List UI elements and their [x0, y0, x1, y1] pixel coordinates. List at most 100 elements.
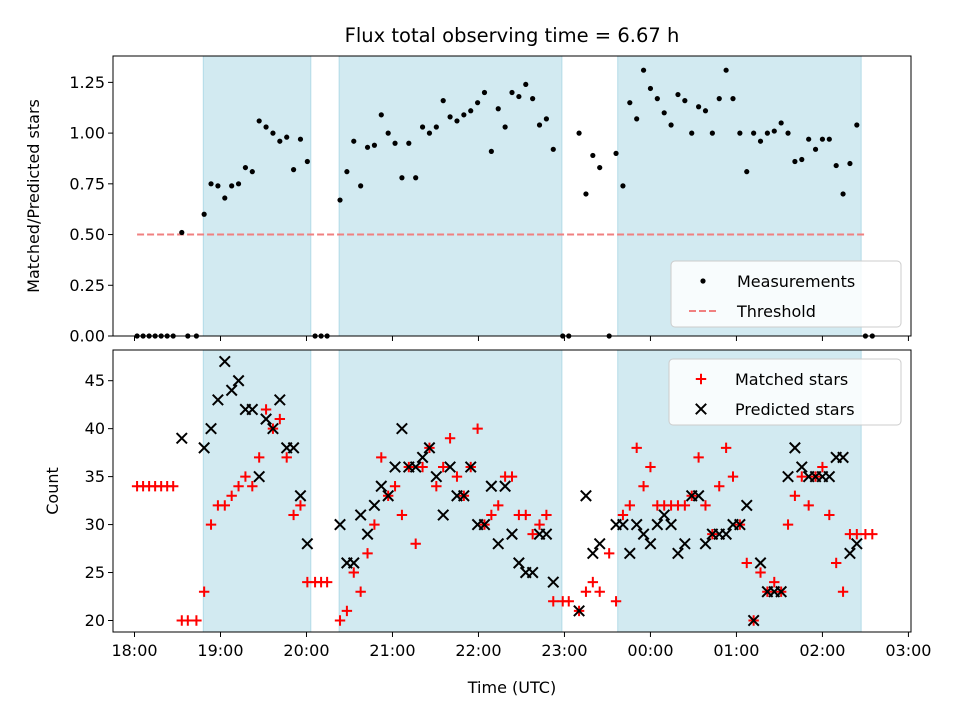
- measurements-point-18: [256, 118, 262, 124]
- measurements-point-64: [583, 191, 589, 197]
- predicted-stars-point-14: [287, 441, 300, 454]
- measurements-point-101: [840, 191, 846, 197]
- measurements-point-70: [627, 100, 633, 106]
- matched-stars-point-64: [580, 586, 592, 597]
- matched-stars-point-45: [444, 433, 456, 444]
- predicted-stars-point-4: [218, 355, 231, 368]
- measurements-point-87: [744, 169, 750, 175]
- x-tick-label-2: 20:00: [283, 641, 329, 660]
- measurements-point-21: [277, 138, 283, 144]
- predicted-stars-point-0: [175, 432, 188, 445]
- predicted-stars-point-26: [396, 422, 408, 435]
- matched-stars-point-91: [769, 576, 780, 588]
- measurements-point-89: [757, 138, 764, 144]
- measurements-point-103: [854, 122, 860, 128]
- measurements-point-48: [468, 108, 474, 114]
- measurements-point-46: [454, 118, 460, 124]
- predicted-stars-point-84: [823, 470, 836, 483]
- predicted-stars-point-2: [205, 422, 217, 435]
- measurements-point-83: [716, 96, 722, 102]
- measurements-point-63: [576, 130, 582, 136]
- predicted-stars-point-56: [630, 518, 643, 531]
- chart-title: Flux total observing time = 6.67 h: [345, 24, 680, 47]
- x-tick-label-0: 18:00: [111, 641, 157, 660]
- x-tick-label-7: 01:00: [713, 641, 759, 660]
- matched-stars-point-40: [410, 538, 421, 549]
- measurements-point-30: [344, 169, 350, 175]
- predicted-stars-point-22: [368, 499, 381, 512]
- measurements-point-65: [590, 152, 596, 159]
- matched-stars-point-95: [796, 471, 807, 482]
- measurements-point-92: [778, 120, 784, 126]
- predicted-stars-point-57: [637, 528, 650, 541]
- matched-stars-point-69: [617, 509, 629, 521]
- predicted-stars-point-10: [260, 413, 272, 425]
- measurements-point-82: [709, 130, 715, 136]
- measurements-point-32: [358, 183, 364, 189]
- legend-marker-predicted-stars: [695, 403, 707, 415]
- matched-stars-point-60: [548, 596, 559, 607]
- matched-stars-point-80: [693, 452, 704, 463]
- predicted-stars-point-47: [540, 528, 553, 541]
- measurements-point-37: [392, 140, 398, 146]
- measurements-point-39: [406, 140, 412, 146]
- predicted-stars-point-77: [775, 585, 788, 598]
- predicted-stars-point-32: [437, 509, 450, 521]
- x-tick-label-3: 21:00: [369, 641, 415, 660]
- matched-stars-point-32: [355, 586, 366, 597]
- measurements-point-76: [668, 122, 674, 128]
- top-observing-window-0: [202, 55, 312, 337]
- measurements-point-36: [385, 130, 391, 136]
- predicted-stars-point-31: [430, 470, 443, 483]
- predicted-stars-point-50: [580, 489, 592, 502]
- measurements-point-16: [242, 164, 249, 171]
- legend-marker-measurements: [700, 278, 706, 284]
- matched-stars-point-31: [348, 567, 359, 578]
- predicted-stars-point-69: [720, 528, 733, 541]
- measurements-point-94: [792, 158, 798, 165]
- predicted-stars-point-45: [526, 566, 539, 579]
- measurements-point-91: [771, 128, 777, 134]
- measurements-point-79: [689, 130, 695, 136]
- measurements-point-78: [682, 98, 688, 104]
- x-tick-label-6: 00:00: [627, 641, 673, 660]
- predicted-stars-point-35: [457, 489, 470, 502]
- measurements-point-51: [488, 148, 494, 154]
- predicted-stars-point-40: [492, 537, 505, 550]
- bottom-y-tick-label-3: 35: [85, 467, 105, 486]
- predicted-stars-point-73: [747, 614, 760, 627]
- matched-stars-point-83: [714, 481, 725, 492]
- measurements-point-42: [426, 130, 433, 136]
- predicted-stars-point-88: [850, 537, 863, 550]
- measurements-point-52: [495, 106, 501, 112]
- measurements-point-17: [249, 169, 255, 175]
- measurements-point-85: [730, 96, 736, 102]
- top-y-tick-label-4: 1.00: [69, 124, 105, 143]
- measurements-point-53: [502, 124, 508, 130]
- measurements-point-47: [461, 112, 467, 118]
- predicted-stars-point-60: [658, 509, 671, 521]
- matched-stars-point-58: [534, 519, 545, 530]
- matched-stars-point-10: [198, 586, 210, 597]
- measurements-point-57: [530, 96, 536, 102]
- measurements-point-71: [634, 116, 640, 122]
- matched-stars-point-73: [645, 461, 656, 473]
- measurements-point-14: [229, 183, 235, 189]
- bottom-y-tick-label-0: 20: [85, 611, 105, 630]
- measurements-point-98: [819, 136, 826, 142]
- predicted-stars-point-19: [347, 557, 360, 569]
- matched-stars-point-15: [233, 481, 244, 492]
- measurements-point-72: [640, 67, 647, 73]
- predicted-stars-point-63: [678, 537, 691, 550]
- matched-stars-point-23: [288, 509, 299, 521]
- predicted-stars-point-33: [444, 461, 456, 473]
- measurements-point-49: [475, 100, 481, 106]
- matched-stars-point-57: [527, 528, 538, 540]
- matched-stars-point-54: [506, 471, 518, 482]
- measurements-point-13: [222, 195, 228, 201]
- legend-label-threshold: Threshold: [736, 302, 816, 321]
- top-axes-frame: [112, 55, 912, 337]
- measurements-point-77: [675, 91, 681, 98]
- predicted-stars-point-78: [782, 470, 794, 483]
- measurements-point-35: [378, 112, 384, 118]
